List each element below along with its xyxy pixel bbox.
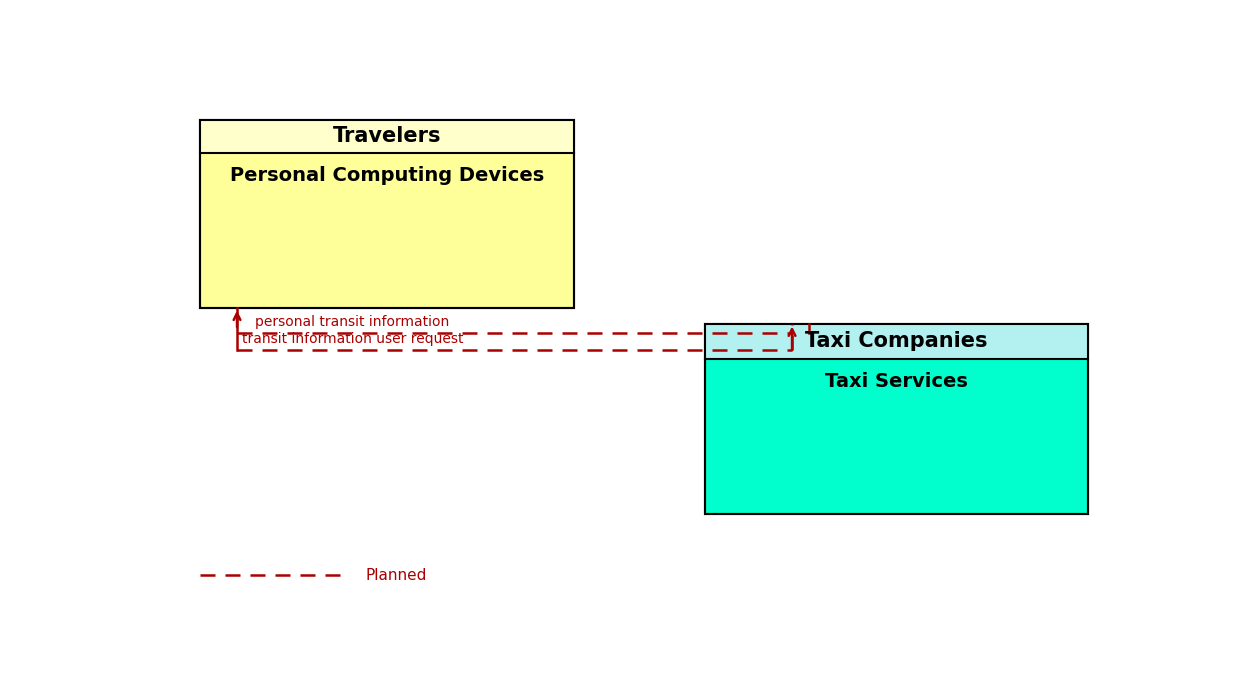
Bar <box>200 120 573 308</box>
Bar <box>200 120 573 153</box>
Bar <box>200 120 573 308</box>
Bar <box>705 323 1088 359</box>
Text: Taxi Services: Taxi Services <box>825 372 968 391</box>
Text: Taxi Companies: Taxi Companies <box>805 331 988 352</box>
Bar <box>705 323 1088 515</box>
Text: transit information user request: transit information user request <box>242 332 463 346</box>
Bar <box>705 323 1088 515</box>
Text: Travelers: Travelers <box>333 126 441 146</box>
Text: Personal Computing Devices: Personal Computing Devices <box>230 166 545 185</box>
Text: Planned: Planned <box>366 568 427 583</box>
Text: personal transit information: personal transit information <box>254 315 448 329</box>
